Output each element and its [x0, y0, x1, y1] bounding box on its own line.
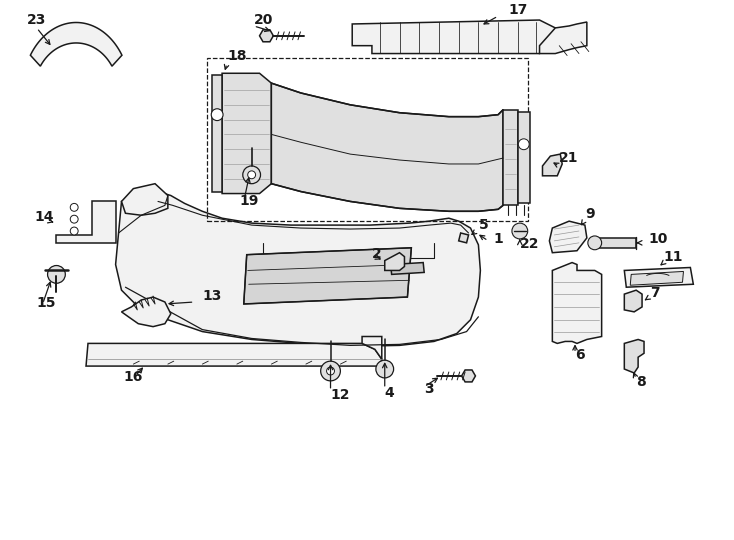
Text: 14: 14	[34, 210, 54, 224]
Polygon shape	[625, 267, 694, 287]
Circle shape	[247, 171, 255, 179]
Polygon shape	[122, 297, 171, 327]
Circle shape	[327, 367, 335, 375]
Polygon shape	[625, 340, 644, 373]
Polygon shape	[625, 290, 642, 312]
Text: 19: 19	[240, 194, 259, 208]
Polygon shape	[553, 262, 602, 343]
Polygon shape	[86, 343, 382, 366]
Text: 15: 15	[37, 296, 57, 310]
Text: 21: 21	[559, 151, 578, 165]
Circle shape	[70, 204, 78, 211]
Polygon shape	[244, 248, 411, 304]
Text: 18: 18	[227, 50, 247, 64]
Polygon shape	[549, 221, 587, 253]
Polygon shape	[212, 75, 222, 192]
Text: 20: 20	[254, 13, 273, 27]
Polygon shape	[390, 262, 424, 274]
Circle shape	[243, 166, 261, 184]
Circle shape	[518, 139, 529, 150]
Text: 6: 6	[575, 348, 585, 362]
Text: 7: 7	[650, 286, 660, 300]
Text: 13: 13	[203, 289, 222, 303]
Polygon shape	[352, 20, 556, 53]
Polygon shape	[542, 154, 562, 176]
Polygon shape	[459, 233, 468, 243]
Polygon shape	[595, 238, 636, 248]
Text: 16: 16	[123, 370, 143, 384]
Circle shape	[70, 227, 78, 235]
Circle shape	[588, 236, 602, 249]
Polygon shape	[631, 272, 683, 285]
Circle shape	[376, 360, 393, 378]
Circle shape	[321, 361, 341, 381]
Text: 9: 9	[585, 207, 595, 221]
Text: 4: 4	[385, 386, 394, 400]
Text: 8: 8	[636, 375, 646, 389]
Text: 2: 2	[372, 247, 382, 261]
Polygon shape	[503, 110, 518, 205]
Circle shape	[70, 215, 78, 223]
Polygon shape	[272, 83, 503, 211]
Text: 17: 17	[508, 3, 527, 17]
Polygon shape	[539, 22, 587, 53]
Text: 12: 12	[330, 388, 350, 402]
Text: 5: 5	[479, 218, 488, 232]
Text: 10: 10	[648, 232, 667, 246]
Polygon shape	[222, 73, 272, 193]
Polygon shape	[462, 370, 476, 382]
Polygon shape	[30, 23, 122, 66]
Polygon shape	[362, 336, 382, 359]
Polygon shape	[385, 253, 404, 271]
Bar	[207, 58, 528, 221]
Polygon shape	[260, 30, 273, 42]
Polygon shape	[518, 112, 530, 204]
Text: 11: 11	[664, 249, 683, 264]
Text: 3: 3	[424, 382, 434, 396]
Polygon shape	[57, 201, 115, 243]
Text: 23: 23	[27, 13, 46, 27]
Polygon shape	[115, 192, 480, 346]
Text: 1: 1	[493, 232, 503, 246]
Circle shape	[512, 223, 528, 239]
Circle shape	[211, 109, 223, 120]
Text: 22: 22	[520, 237, 539, 251]
Circle shape	[48, 266, 65, 284]
Polygon shape	[122, 184, 168, 215]
